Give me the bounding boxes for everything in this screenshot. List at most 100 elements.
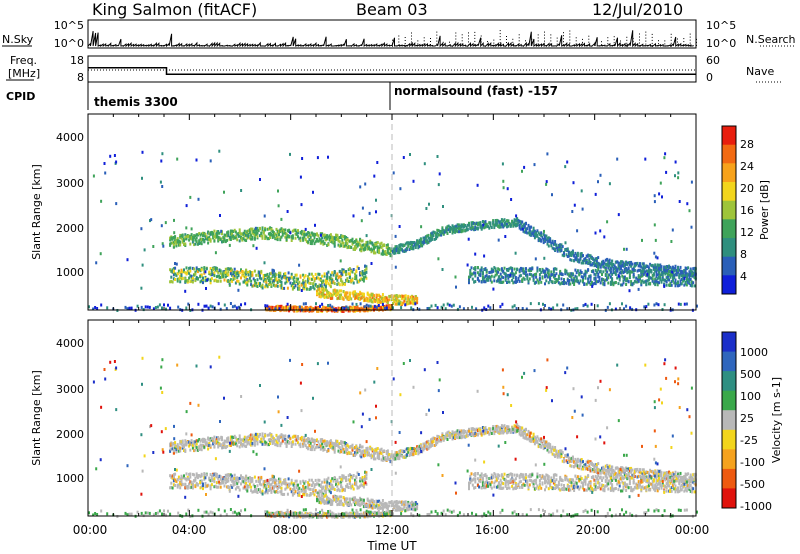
power-cell [595,262,598,266]
power-cell [379,242,382,246]
power-cell [651,263,654,267]
power-cell [313,287,316,291]
velocity-cell [424,442,427,446]
nsearch-dot [607,37,609,39]
power-cell [619,261,622,265]
power-cell [315,302,317,306]
power-cell [203,267,206,271]
power-cell [332,237,335,241]
power-cell [571,210,574,213]
velocity-cell [341,444,344,448]
power-cell [293,309,296,313]
nsearch-dot [670,36,672,38]
power-cell [270,284,273,288]
velocity-cell [179,449,182,453]
power-cell [223,238,226,242]
power-cell [234,271,237,275]
power-cell [190,276,193,280]
power-cell [329,239,332,243]
power-ytick-2000: 2000 [56,222,84,235]
power-cell [286,279,289,283]
power-cell [561,245,564,249]
power-cell [321,292,324,296]
power-cell [454,225,457,229]
velocity-cell [441,434,444,438]
power-cell [446,225,449,229]
nsearch-dot [411,38,412,40]
power-cell [417,240,420,244]
power-cell [291,285,294,289]
power-cell [428,238,431,242]
power-cell [161,185,164,188]
power-cell [576,279,579,283]
power-cell [670,280,673,284]
power-cell [528,267,531,271]
power-cell [473,271,476,275]
power-cell [217,236,220,240]
velocity-cell [236,438,239,442]
power-cell [242,237,245,241]
power-cell [245,239,248,242]
power-cell [342,241,345,245]
power-cell [404,294,407,298]
power-cell [425,207,428,210]
power-cell [687,273,690,277]
power-cell [269,236,272,239]
power-cell [298,287,301,291]
power-cell [666,269,669,273]
power-cell [222,240,225,244]
velocity-cell [185,440,188,444]
power-cell [307,240,310,244]
velocity-cell [338,450,341,454]
velocity-cell [251,435,254,439]
power-cell [389,305,392,309]
power-cell [343,235,346,239]
power-cell [328,306,331,310]
velocity-cell [314,446,317,450]
power-cell [682,274,685,278]
power-cell [328,294,331,298]
power-cell [264,273,267,277]
power-cell [312,233,315,237]
velocity-cell [337,445,340,449]
velocity-cell [369,445,372,449]
power-cell [256,231,259,235]
power-cell [318,272,321,276]
power-cell [514,251,517,255]
nsearch-dot [569,36,571,38]
power-cell [607,261,610,265]
power-cell [403,298,406,301]
power-cell [205,287,207,290]
nsearch-dot [639,45,640,47]
velocity-cell [303,436,306,440]
power-cell [364,275,367,279]
power-cell [373,299,375,303]
power-cell [266,284,269,288]
power-cell [336,282,339,286]
power-cell [651,279,654,283]
power-cell [313,277,316,281]
power-cell [321,240,324,244]
power-cell [488,271,491,274]
power-cell [679,269,682,273]
power-cell [226,238,229,242]
power-cell [351,306,354,310]
power-cell [647,266,650,270]
power-cell [419,238,422,242]
velocity-cell [435,438,438,442]
power-cell [280,280,283,284]
velocity-cell [321,446,324,450]
nsearch-dot [480,44,482,46]
power-cell [376,300,379,304]
power-cell [375,210,377,214]
velocity-cell [347,445,350,449]
power-cell [328,234,331,238]
power-cell [473,228,476,232]
power-cell [656,273,659,277]
power-cell [343,282,346,286]
power-cell [233,236,236,240]
power-cell [584,261,587,265]
power-cell [504,272,507,276]
velocity-cell [376,451,379,455]
power-cell [308,272,311,276]
